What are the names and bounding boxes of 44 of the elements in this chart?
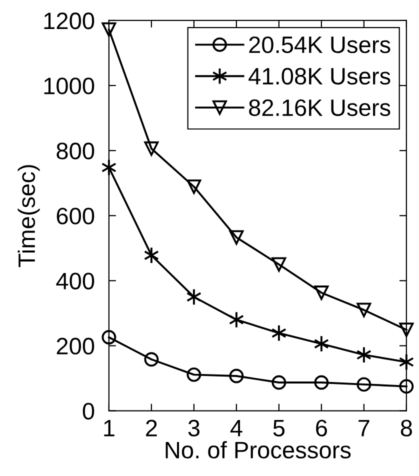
x-tick-label: 1 (104, 420, 114, 436)
point (399, 322, 414, 338)
point (186, 179, 202, 194)
x-tick-label: 4 (230, 420, 242, 436)
point (102, 22, 116, 37)
y-tick-label: 400 (56, 272, 94, 290)
y-tick-label: 600 (56, 208, 94, 224)
y-tick-label: 0 (82, 402, 94, 420)
point (102, 330, 116, 345)
point (101, 158, 117, 176)
point (272, 375, 286, 390)
point (399, 379, 414, 394)
x-axis-title: No. of Processors (166, 441, 351, 458)
point (229, 368, 244, 384)
x-tick-label: 7 (358, 420, 370, 436)
point (398, 353, 414, 371)
y-axis-title: Time(sec) (18, 165, 40, 268)
y-tick-label: 800 (56, 142, 94, 160)
point (228, 311, 244, 328)
point (144, 352, 159, 367)
point (272, 257, 286, 272)
y-tick-label: 1200 (44, 12, 94, 30)
x-tick-label: 6 (316, 420, 327, 436)
point (186, 288, 202, 306)
legend-label: 41.08K Users (248, 68, 390, 85)
x-tick-label: 3 (188, 420, 200, 436)
legend-label: 82.16K Users (249, 99, 390, 116)
y-tick-label: 1000 (44, 78, 94, 94)
point (314, 285, 329, 300)
legend-label: 20.54K Users (249, 36, 390, 54)
point (314, 335, 330, 352)
point (144, 246, 160, 264)
point (186, 367, 202, 382)
point (356, 377, 372, 392)
x-tick-label: 5 (273, 420, 285, 436)
x-tick-label: 2 (146, 420, 157, 436)
y-tick-label: 200 (56, 338, 94, 355)
point (144, 141, 159, 156)
x-tick-label: 8 (400, 420, 412, 436)
point (356, 346, 372, 364)
point (271, 324, 287, 342)
point (356, 302, 372, 318)
point (314, 375, 329, 390)
point (229, 230, 244, 245)
